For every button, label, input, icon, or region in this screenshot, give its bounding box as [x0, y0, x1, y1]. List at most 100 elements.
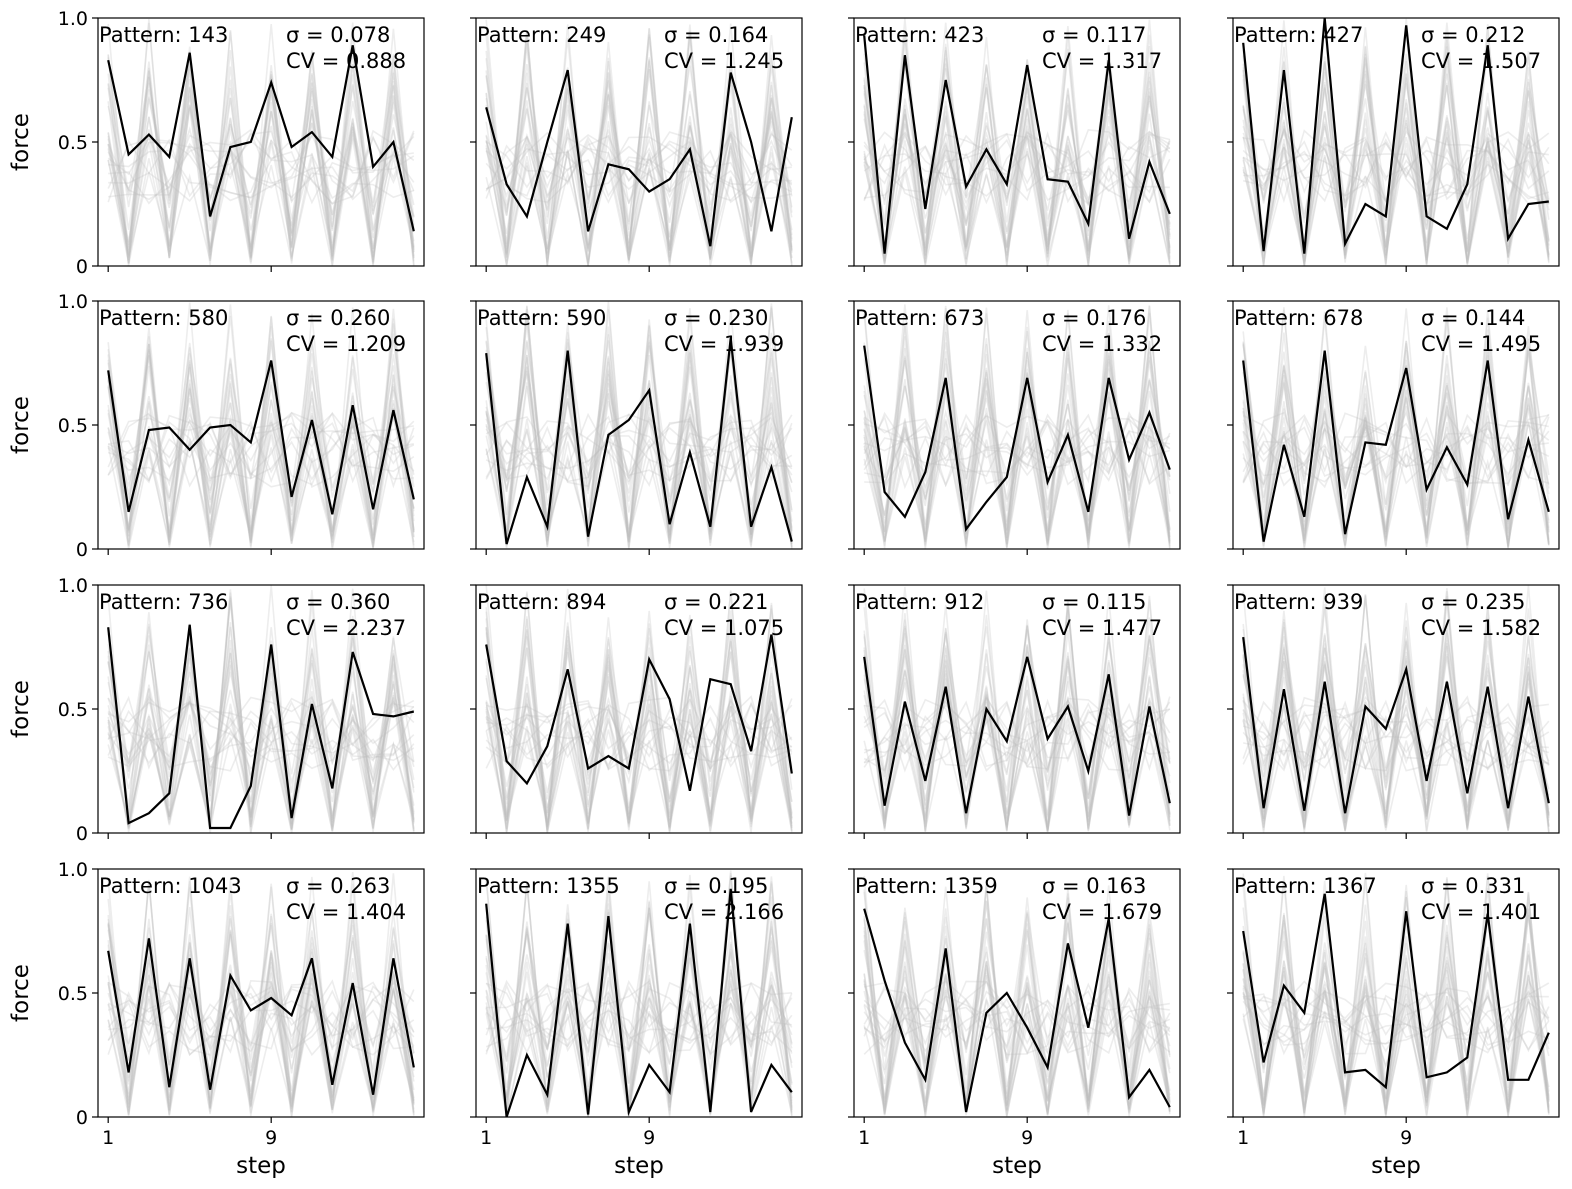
background-trace — [863, 625, 1171, 828]
background-trace — [107, 941, 415, 1117]
background-trace — [863, 360, 1171, 544]
background-trace — [485, 65, 793, 258]
background-trace — [107, 984, 415, 1041]
x-tick-label: 9 — [1021, 1127, 1033, 1149]
background-trace — [485, 703, 793, 772]
y-tick-label: 0 — [76, 823, 88, 845]
background-trace — [863, 309, 1171, 545]
background-trace — [485, 927, 793, 1102]
background-trace — [1242, 591, 1550, 831]
pattern-label: Pattern: 423 — [855, 23, 984, 47]
background-trace — [863, 984, 1171, 1053]
background-trace — [863, 610, 1171, 831]
background-trace — [1242, 623, 1550, 831]
y-tick-label: 1.0 — [58, 575, 88, 597]
background-trace — [107, 74, 415, 264]
background-trace — [863, 37, 1171, 266]
background-trace — [1242, 414, 1549, 487]
background-trace — [1242, 346, 1550, 547]
background-trace — [485, 931, 793, 1117]
background-trace — [107, 326, 415, 547]
background-trace — [485, 590, 793, 833]
background-trace — [863, 340, 1171, 548]
background-traces — [107, 302, 415, 549]
cv-label: CV = 1.507 — [1421, 49, 1541, 73]
background-trace — [1242, 318, 1550, 547]
background-trace — [863, 19, 1171, 265]
background-trace — [1243, 987, 1550, 1056]
background-trace — [107, 57, 415, 258]
background-trace — [107, 633, 415, 824]
background-trace — [107, 50, 415, 264]
background-trace — [485, 58, 793, 265]
cv-label: CV = 1.582 — [1421, 616, 1541, 640]
background-trace — [107, 637, 415, 833]
background-trace — [863, 64, 1171, 264]
background-trace — [485, 412, 793, 479]
background-trace — [485, 982, 793, 1050]
background-trace — [863, 923, 1171, 1111]
background-trace — [863, 697, 1171, 773]
background-trace — [1242, 338, 1550, 546]
background-trace — [485, 341, 793, 545]
background-trace — [485, 912, 793, 1095]
background-trace — [1242, 585, 1550, 833]
background-trace — [107, 647, 415, 829]
background-trace — [1242, 20, 1550, 266]
background-trace — [863, 698, 1171, 772]
background-trace — [1242, 600, 1550, 833]
background-trace — [863, 944, 1171, 1116]
background-trace — [107, 626, 415, 809]
background-trace — [485, 622, 793, 826]
pattern-label: Pattern: 1359 — [855, 874, 998, 898]
background-trace — [107, 985, 415, 1053]
background-trace — [1242, 343, 1550, 538]
pattern-label: Pattern: 590 — [477, 306, 606, 330]
pattern-label: Pattern: 1367 — [1234, 874, 1377, 898]
pattern-label: Pattern: 143 — [99, 23, 228, 47]
background-trace — [107, 342, 415, 526]
background-trace — [485, 340, 793, 536]
background-trace — [863, 108, 1171, 265]
sigma-label: σ = 0.176 — [1042, 306, 1146, 330]
sigma-label: σ = 0.164 — [664, 23, 768, 47]
pattern-label: Pattern: 1043 — [99, 874, 242, 898]
background-trace — [107, 590, 415, 833]
background-trace — [863, 411, 1171, 476]
background-trace — [107, 879, 415, 1117]
background-trace — [485, 879, 793, 1117]
background-trace — [863, 87, 1171, 254]
background-trace — [485, 306, 793, 547]
background-trace — [1242, 700, 1550, 772]
background-trace — [486, 982, 792, 1045]
background-trace — [107, 315, 415, 549]
background-trace — [107, 22, 415, 263]
sigma-label: σ = 0.078 — [286, 23, 390, 47]
background-trace — [863, 340, 1171, 545]
background-trace — [485, 135, 792, 204]
background-trace — [107, 304, 415, 548]
background-trace — [863, 634, 1171, 831]
background-trace — [863, 599, 1171, 832]
background-trace — [863, 699, 1171, 768]
background-trace — [1242, 359, 1550, 547]
series-line — [1242, 893, 1550, 1090]
background-trace — [863, 131, 1170, 201]
background-trace — [107, 699, 415, 772]
background-traces — [863, 875, 1171, 1117]
x-axis-title: step — [1371, 1153, 1421, 1179]
background-trace — [107, 86, 415, 257]
pattern-label: Pattern: 736 — [99, 590, 228, 614]
background-trace — [107, 911, 415, 1101]
background-trace — [1242, 980, 1550, 1054]
background-trace — [107, 940, 415, 1113]
background-trace — [107, 695, 415, 770]
background-trace — [107, 23, 415, 264]
background-trace — [863, 923, 1171, 1116]
background-trace — [107, 637, 415, 816]
pattern-label: Pattern: 673 — [855, 306, 984, 330]
